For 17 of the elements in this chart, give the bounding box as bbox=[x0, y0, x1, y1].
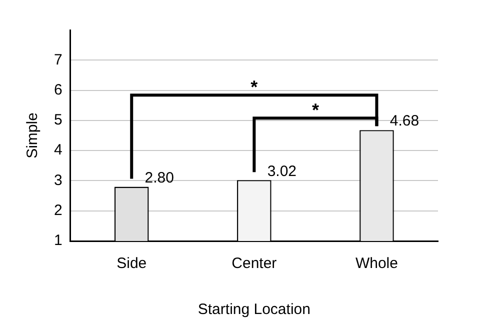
x-tick-label: Side bbox=[116, 255, 147, 272]
x-axis-title: Starting Location bbox=[198, 301, 310, 318]
data-label: 2.80 bbox=[144, 169, 174, 186]
y-tick-label: 3 bbox=[54, 172, 62, 189]
y-tick-label: 4 bbox=[54, 142, 62, 159]
x-tick-label: Center bbox=[232, 255, 277, 272]
annotation: * bbox=[250, 77, 258, 98]
annotation: * bbox=[312, 100, 319, 120]
y-tick-label: 2 bbox=[54, 202, 62, 219]
data-label: 4.68 bbox=[390, 112, 420, 130]
data-label: 3.02 bbox=[267, 162, 297, 180]
y-tick-label: 7 bbox=[54, 51, 62, 68]
y-axis-title: Simple bbox=[24, 112, 42, 158]
y-tick-label: 1 bbox=[54, 232, 62, 250]
y-tick-label: 6 bbox=[54, 81, 62, 98]
x-tick-label: Whole bbox=[355, 255, 398, 272]
y-tick-label: 5 bbox=[54, 112, 62, 129]
